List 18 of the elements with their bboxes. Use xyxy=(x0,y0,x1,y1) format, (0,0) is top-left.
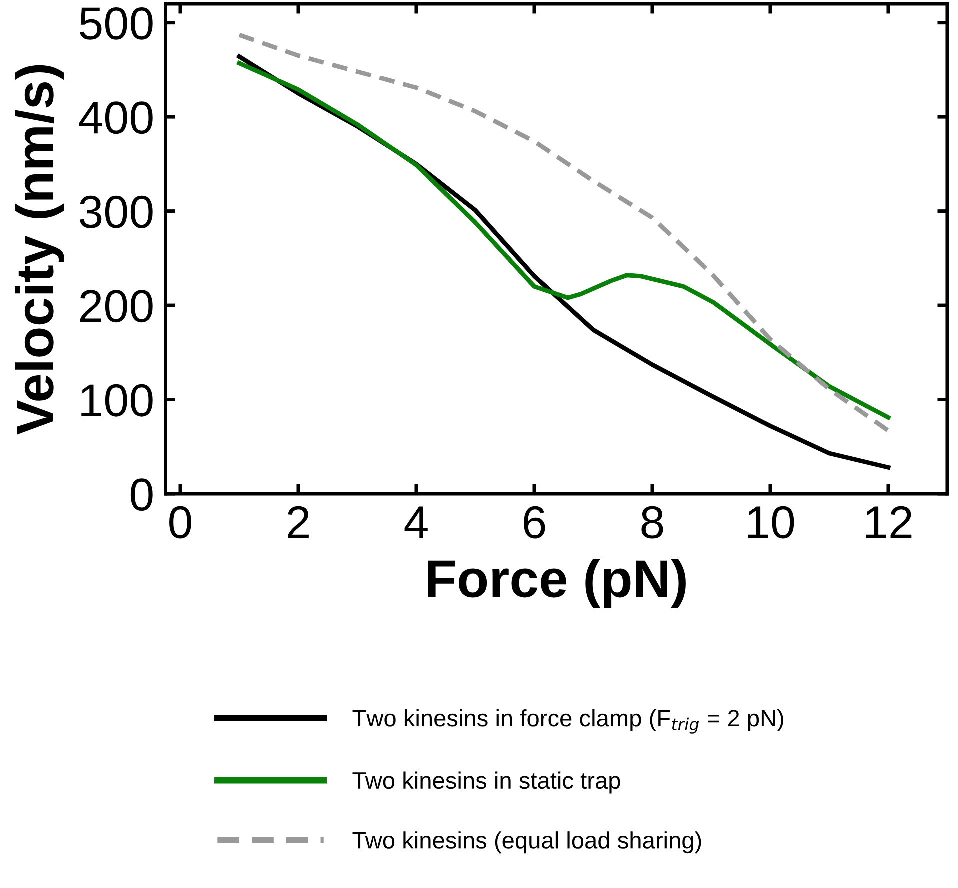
x-tick-label: 8 xyxy=(642,506,664,539)
x-tick-label: 4 xyxy=(404,506,428,538)
x-tick-label: 6 xyxy=(524,506,546,539)
x-tick-label: 12 xyxy=(866,506,912,538)
y-tick-label: 400 xyxy=(79,102,153,134)
x-axis-title: Force (pN) xyxy=(428,558,686,608)
x-tick-label: 10 xyxy=(748,506,794,539)
x-tick-label: 2 xyxy=(288,506,309,538)
legend-label: Two kinesins in force clamp (F$_{trig}$ = 2 pN) xyxy=(352,709,784,734)
y-tick-label: 0 xyxy=(130,478,153,512)
y-tick-label: 200 xyxy=(80,290,153,323)
y-tick-label: 100 xyxy=(82,384,153,417)
legend-label: Two kinesins in static trap xyxy=(352,772,620,794)
y-axis-title: Velocity (nm/s) xyxy=(15,65,64,435)
y-tick-label: 300 xyxy=(80,196,153,228)
y-tick-label: 500 xyxy=(80,7,153,40)
x-tick-label: 0 xyxy=(170,506,192,539)
legend-label: Two kinesins (equal load sharing) xyxy=(352,832,702,854)
